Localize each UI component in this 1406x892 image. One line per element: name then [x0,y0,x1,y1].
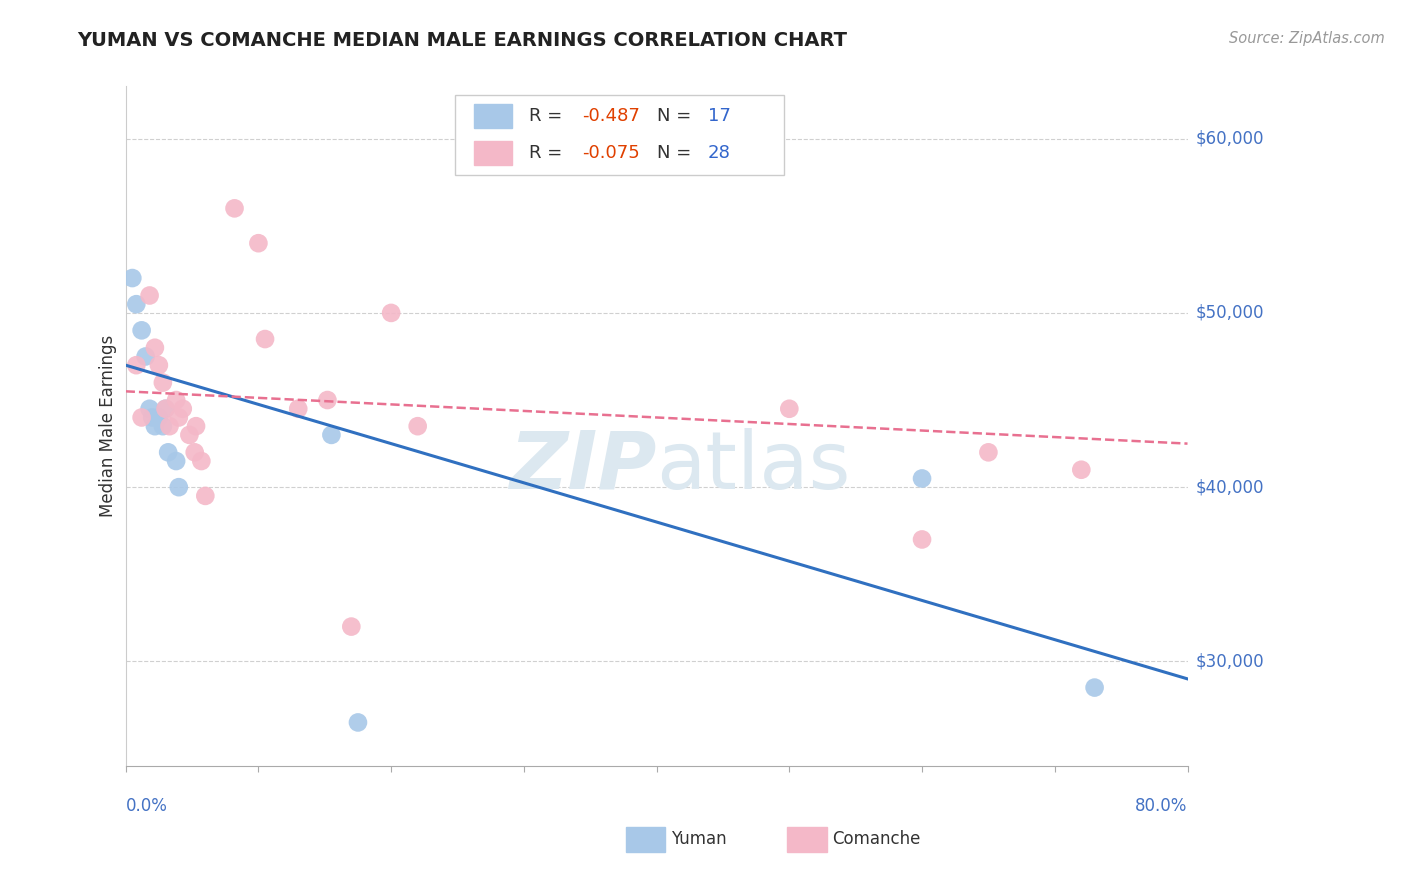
Point [121,271,143,285]
Text: N =: N = [657,145,696,162]
Point [340,619,363,633]
Point [911,471,934,485]
Point [183,445,205,459]
Point [167,480,190,494]
Text: atlas: atlas [657,428,851,506]
Point [977,445,1000,459]
Point [148,358,170,372]
Text: -0.487: -0.487 [582,107,640,125]
Bar [474,141,512,165]
Point [247,236,270,251]
Point [157,445,180,459]
Text: Source: ZipAtlas.com: Source: ZipAtlas.com [1229,31,1385,46]
Point [152,419,174,434]
Text: R =: R = [529,107,568,125]
Text: R =: R = [529,145,568,162]
Point [143,341,166,355]
Point [179,428,201,442]
Point [155,401,177,416]
Point [125,297,148,311]
Text: $50,000: $50,000 [1197,304,1264,322]
Point [406,419,429,434]
Point [287,401,309,416]
Text: $40,000: $40,000 [1197,478,1264,496]
Point [778,401,800,416]
Point [347,715,370,730]
Text: 0.0%: 0.0% [125,797,167,814]
Point [141,410,163,425]
Text: 28: 28 [707,145,731,162]
Text: ZIP: ZIP [509,428,657,506]
FancyBboxPatch shape [456,95,785,175]
Point [159,419,181,434]
Point [190,454,212,468]
Point [380,306,402,320]
Point [125,358,148,372]
Point [135,350,157,364]
Text: 80.0%: 80.0% [1135,797,1188,814]
Point [165,454,187,468]
Text: $30,000: $30,000 [1197,652,1264,671]
Text: N =: N = [657,107,696,125]
Point [184,419,207,434]
Point [165,392,187,407]
Point [224,202,246,216]
Point [131,410,153,425]
Point [167,410,190,425]
Text: Comanche: Comanche [832,830,921,848]
Point [254,332,277,346]
Point [138,401,160,416]
Text: Yuman: Yuman [671,830,727,848]
Point [911,533,934,547]
Point [194,489,217,503]
Point [155,401,177,416]
Point [143,419,166,434]
Text: -0.075: -0.075 [582,145,640,162]
Text: YUMAN VS COMANCHE MEDIAN MALE EARNINGS CORRELATION CHART: YUMAN VS COMANCHE MEDIAN MALE EARNINGS C… [77,31,848,50]
Text: 17: 17 [707,107,731,125]
Point [1070,463,1092,477]
Y-axis label: Median Male Earnings: Median Male Earnings [100,335,117,517]
Point [148,410,170,425]
Point [321,428,343,442]
Text: $60,000: $60,000 [1197,129,1264,148]
Point [316,392,339,407]
Point [138,288,160,302]
Point [172,401,194,416]
Bar [474,104,512,128]
Point [152,376,174,390]
Point [1084,681,1107,695]
Point [131,323,153,337]
